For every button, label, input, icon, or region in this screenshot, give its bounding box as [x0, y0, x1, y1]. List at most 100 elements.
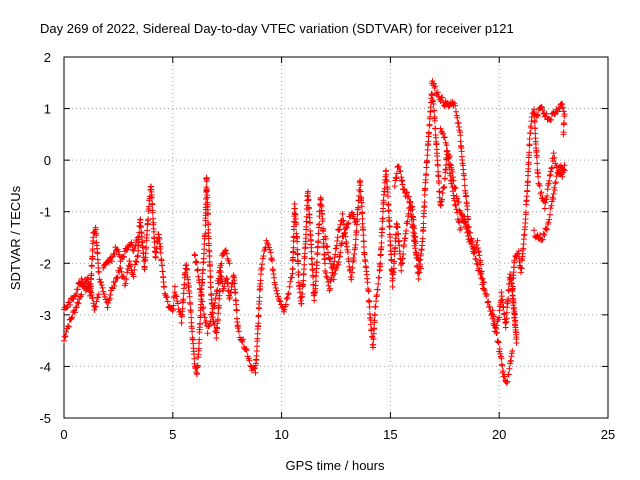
data-point: [494, 338, 501, 345]
data-point: [331, 270, 338, 277]
data-point: [431, 107, 438, 114]
data-point: [452, 201, 459, 208]
data-point: [373, 292, 380, 299]
data-point: [163, 293, 170, 300]
data-point: [432, 125, 439, 132]
data-point: [61, 337, 67, 344]
data-point: [286, 283, 293, 290]
data-point: [115, 248, 122, 255]
data-point: [180, 290, 187, 297]
data-point: [95, 291, 102, 298]
data-point: [94, 250, 101, 257]
data-point: [546, 177, 553, 184]
data-point: [471, 249, 478, 256]
data-point: [64, 323, 71, 330]
data-point: [422, 186, 429, 193]
data-point: [486, 304, 493, 311]
x-tick-label: 0: [60, 427, 67, 442]
data-point: [200, 311, 207, 318]
data-point: [281, 306, 288, 313]
data-point: [403, 188, 410, 195]
data-point: [93, 232, 100, 239]
data-point: [150, 228, 157, 235]
data-point: [326, 256, 333, 263]
data-point: [450, 192, 457, 199]
data-point: [70, 295, 77, 302]
data-point: [453, 206, 460, 213]
data-point: [387, 241, 394, 248]
data-point: [228, 283, 235, 290]
data-point: [73, 290, 80, 297]
data-point: [349, 264, 356, 271]
data-point: [395, 163, 402, 170]
data-point: [194, 267, 201, 274]
data-point: [535, 235, 542, 242]
data-point: [440, 130, 447, 137]
data-point: [134, 234, 141, 241]
data-point: [300, 277, 307, 284]
data-point: [554, 170, 561, 177]
data-point: [327, 255, 334, 262]
data-point: [420, 220, 427, 227]
data-point: [101, 293, 108, 300]
data-point: [374, 286, 381, 293]
data-point: [137, 224, 144, 231]
data-point: [76, 281, 83, 288]
data-point: [546, 172, 553, 179]
data-point: [174, 300, 181, 307]
data-point: [357, 188, 364, 195]
data-point: [194, 362, 201, 369]
data-point: [118, 268, 125, 275]
data-point: [534, 111, 541, 118]
data-point: [187, 301, 194, 308]
data-point: [112, 278, 119, 285]
data-point: [431, 117, 438, 124]
data-point: [338, 240, 345, 247]
data-point: [355, 204, 362, 211]
data-point: [480, 285, 487, 292]
data-point: [531, 119, 538, 126]
data-point: [540, 230, 547, 237]
data-point: [335, 227, 342, 234]
data-point: [548, 165, 555, 172]
data-point: [534, 160, 541, 167]
data-point: [145, 203, 152, 210]
data-point: [430, 100, 437, 107]
data-point: [61, 333, 68, 340]
data-point: [312, 278, 319, 285]
data-point: [201, 241, 208, 248]
data-point: [434, 89, 441, 96]
y-tick-label: -1: [39, 205, 51, 220]
data-point: [437, 97, 444, 104]
data-point: [560, 108, 567, 115]
data-point: [318, 197, 325, 204]
data-point: [319, 218, 326, 225]
data-point: [553, 173, 560, 180]
data-point: [496, 345, 503, 352]
data-point: [301, 250, 308, 257]
data-point: [547, 168, 554, 175]
data-point: [117, 258, 124, 265]
data-point: [98, 282, 105, 289]
data-point: [215, 302, 222, 309]
data-point: [463, 221, 470, 228]
data-point: [545, 219, 552, 226]
data-point: [283, 295, 290, 302]
data-point: [282, 301, 289, 308]
data-point: [338, 240, 345, 247]
data-point: [204, 194, 211, 201]
data-point: [380, 199, 387, 206]
data-point: [449, 174, 456, 181]
data-point: [531, 227, 538, 234]
x-tick-label: 10: [274, 427, 288, 442]
data-point: [524, 187, 531, 194]
data-point: [437, 125, 444, 132]
data-point: [341, 230, 348, 237]
data-point: [424, 157, 431, 164]
data-point: [141, 264, 148, 271]
data-point: [364, 279, 371, 286]
data-point: [251, 365, 258, 372]
data-point: [375, 280, 382, 287]
data-point: [277, 298, 284, 305]
